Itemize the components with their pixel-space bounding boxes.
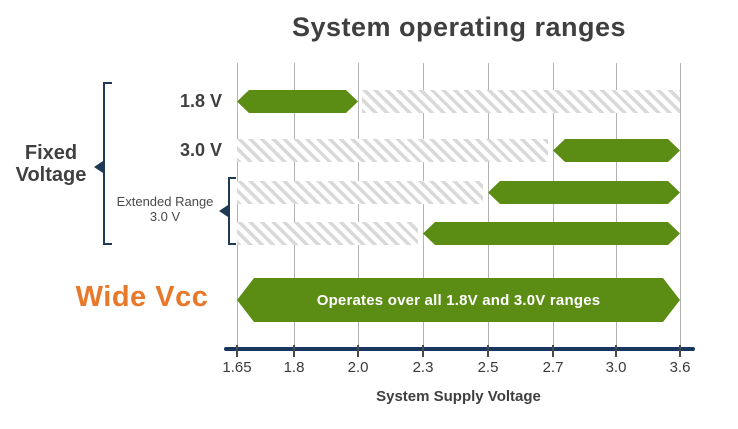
operating-range-bar: Operates over all 1.8V and 3.0V ranges: [237, 278, 680, 322]
gridline: [553, 63, 554, 347]
group-label-fixed-voltage: Fixed Voltage: [15, 142, 87, 186]
operating-range-bar: [553, 139, 680, 162]
x-tick-label: 2.7: [542, 359, 564, 376]
extended-range-bracket-bottom: [228, 243, 236, 245]
x-tick-label: 1.65: [222, 359, 252, 376]
x-tick-label: 3.0: [605, 359, 627, 376]
fixed-voltage-bracket-bottom: [103, 243, 112, 245]
fixed-voltage-bracket-top: [103, 82, 112, 84]
gridline: [237, 63, 238, 347]
x-tick-label: 1.8: [283, 359, 305, 376]
gridline: [423, 63, 424, 347]
row-label-extended-range: Extended Range 3.0 V: [116, 194, 214, 224]
x-tick-label: 2.0: [347, 359, 369, 376]
x-tick-label: 2.3: [412, 359, 434, 376]
x-axis-title: System Supply Voltage: [376, 388, 541, 405]
x-tick-label: 3.6: [669, 359, 691, 376]
wide-vcc-bar-text: Operates over all 1.8V and 3.0V ranges: [316, 291, 601, 309]
gridline: [488, 63, 489, 347]
row-label-3v0: 3.0 V: [179, 140, 222, 160]
hatched-range-bar: [237, 181, 483, 204]
hatched-range-bar: [237, 139, 548, 162]
plot-area: Operates over all 1.8V and 3.0V ranges: [237, 63, 681, 347]
gridline: [680, 63, 681, 347]
gridline: [294, 63, 295, 347]
hatched-range-bar: [237, 222, 418, 245]
row-label-wide-vcc: Wide Vcc: [75, 281, 209, 313]
gridline: [616, 63, 617, 347]
row-label-1v8: 1.8 V: [179, 91, 222, 111]
gridline: [358, 63, 359, 347]
fixed-voltage-bracket-arrow-icon: [94, 161, 103, 173]
operating-range-bar: [488, 181, 680, 204]
chart-title: System operating ranges: [291, 12, 627, 42]
extended-range-bracket-arrow-icon: [219, 205, 228, 217]
extended-range-bracket-top: [228, 177, 236, 179]
operating-range-bar: [237, 90, 358, 113]
fixed-voltage-bracket: [103, 82, 105, 245]
extended-range-bracket: [228, 177, 230, 245]
x-tick-label: 2.5: [477, 359, 499, 376]
x-axis-line: [224, 347, 695, 351]
operating-range-bar: [423, 222, 680, 245]
hatched-range-bar: [362, 90, 680, 113]
